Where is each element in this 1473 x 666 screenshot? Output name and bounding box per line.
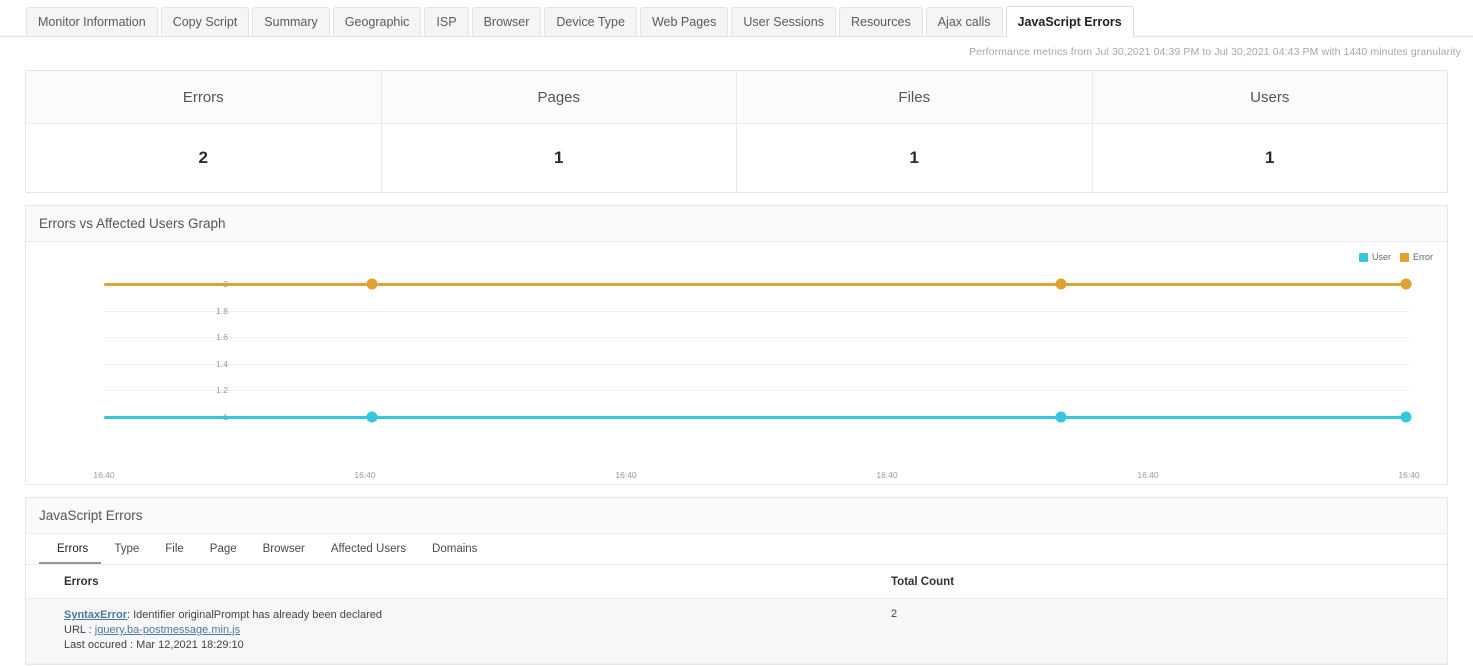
chart-x-tick-label: 16:40 <box>615 470 637 480</box>
table-header-row: Errors Total Count <box>26 565 1447 599</box>
error-url-label: URL : <box>64 624 95 636</box>
chart-legend: User Error <box>1358 252 1433 262</box>
subtab-affected-users[interactable]: Affected Users <box>330 543 407 555</box>
chart-x-tick-label: 16:40 <box>354 470 376 480</box>
tab-browser[interactable]: Browser <box>471 7 542 36</box>
subtab-file[interactable]: File <box>165 543 184 555</box>
chart-x-tick-label: 16:40 <box>876 470 898 480</box>
chart-y-tick-label: 1.2 <box>216 385 228 396</box>
stat-value-users: 1 <box>1265 148 1275 167</box>
tab-ajax-calls[interactable]: Ajax calls <box>925 7 1003 36</box>
tab-device-type[interactable]: Device Type <box>544 7 637 36</box>
chart-point-user[interactable] <box>366 411 378 423</box>
subtab-type[interactable]: Type <box>114 543 140 555</box>
chart-point-user[interactable] <box>1055 411 1067 423</box>
stat-card-users: Users 1 <box>1092 71 1447 192</box>
stat-label-pages: Pages <box>381 71 736 124</box>
table-row: SyntaxError: Identifier originalPrompt h… <box>26 598 1447 664</box>
javascript-errors-panel: JavaScript Errors Errors Type File Page Brow… <box>25 497 1448 665</box>
column-header-errors: Errors <box>26 565 891 599</box>
errors-table-body: SyntaxError: Identifier originalPrompt h… <box>26 598 1447 664</box>
legend-label: User <box>1371 252 1391 262</box>
errors-subtab-bar: Errors Type File Page Browser Affected Users D… <box>26 534 1447 565</box>
legend-item-error[interactable]: Error <box>1400 252 1433 262</box>
chart-x-tick-label: 16:40 <box>1137 470 1159 480</box>
chart-gridline <box>104 363 1409 365</box>
tab-user-sessions[interactable]: User Sessions <box>731 7 836 36</box>
chart-y-tick-label: 1.8 <box>216 305 228 316</box>
stat-card-files: Files 1 <box>737 71 1093 192</box>
chart-point-error[interactable] <box>1400 278 1412 290</box>
stat-card-pages: Pages 1 <box>381 71 737 192</box>
chart-point-error[interactable] <box>1055 278 1067 290</box>
chart-y-tick-label: 1.4 <box>216 358 228 369</box>
stat-label-files: Files <box>737 71 1092 124</box>
tab-javascript-errors[interactable]: JavaScript Errors <box>1005 6 1134 37</box>
subtab-page[interactable]: Page <box>209 543 237 555</box>
legend-item-user[interactable]: User <box>1358 252 1391 262</box>
chart-x-tick-label: 16:40 <box>1398 470 1420 480</box>
chart-line-error <box>104 282 1409 286</box>
stat-value-errors: 2 <box>198 148 208 167</box>
errors-table: Errors Total Count SyntaxError: Identifi… <box>26 565 1447 664</box>
chart-gridline <box>104 310 1409 312</box>
subtab-browser[interactable]: Browser <box>262 543 305 555</box>
chart-gridline <box>104 337 1409 339</box>
error-total-count-cell: 2 <box>891 598 1447 664</box>
tab-copy-script[interactable]: Copy Script <box>160 7 250 36</box>
chart-x-tick-label: 16:40 <box>93 470 115 480</box>
error-url-line: URL : jquery.ba-postmessage.min.js <box>64 623 891 638</box>
chart-y-tick-label: 1.6 <box>216 332 228 343</box>
subtab-domains[interactable]: Domains <box>432 543 478 555</box>
errors-vs-users-chart-panel: Errors vs Affected Users Graph User Error… <box>25 205 1448 485</box>
legend-label: Error <box>1413 252 1433 262</box>
chart-point-error[interactable] <box>366 278 378 290</box>
chart-panel-title: Errors vs Affected Users Graph <box>26 206 1447 242</box>
error-detail-cell: SyntaxError: Identifier originalPrompt h… <box>26 598 891 664</box>
summary-stats: Errors 2 Pages 1 Files 1 Users 1 <box>25 70 1448 193</box>
legend-swatch-user-icon <box>1358 252 1368 262</box>
tab-resources[interactable]: Resources <box>838 7 923 36</box>
errors-panel-title: JavaScript Errors <box>26 498 1447 534</box>
tab-monitor-information[interactable]: Monitor Information <box>26 7 158 36</box>
error-message-line: SyntaxError: Identifier originalPrompt h… <box>64 608 891 623</box>
chart-gridline <box>104 390 1409 392</box>
performance-range-text: Performance metrics from Jul 30,2021 04:… <box>969 46 1461 58</box>
stat-card-errors: Errors 2 <box>26 71 382 192</box>
stat-value-pages: 1 <box>554 148 564 167</box>
tab-summary[interactable]: Summary <box>252 7 330 36</box>
tab-web-pages[interactable]: Web Pages <box>639 7 729 36</box>
tab-isp[interactable]: ISP <box>424 7 469 36</box>
chart-point-user[interactable] <box>1400 411 1412 423</box>
error-last-occured: Last occured : Mar 12,2021 18:29:10 <box>64 639 244 651</box>
error-message-text: : Identifier originalPrompt has already … <box>126 609 382 621</box>
chart-line-user <box>104 415 1409 419</box>
error-url-link[interactable]: jquery.ba-postmessage.min.js <box>94 624 241 636</box>
stat-value-files: 1 <box>909 148 919 167</box>
legend-swatch-error-icon <box>1400 252 1409 262</box>
error-type-link[interactable]: SyntaxError <box>64 609 127 621</box>
stat-label-users: Users <box>1092 71 1447 124</box>
chart-plot: 11.21.41.61.8216:4016:4016:4016:4016:401… <box>93 278 1420 480</box>
stat-label-errors: Errors <box>26 71 381 124</box>
main-tab-bar: Monitor Information Copy Script Summary … <box>0 0 1473 37</box>
tab-geographic[interactable]: Geographic <box>332 7 422 36</box>
column-header-total-count: Total Count <box>891 565 1447 599</box>
subtab-errors[interactable]: Errors <box>39 534 102 564</box>
